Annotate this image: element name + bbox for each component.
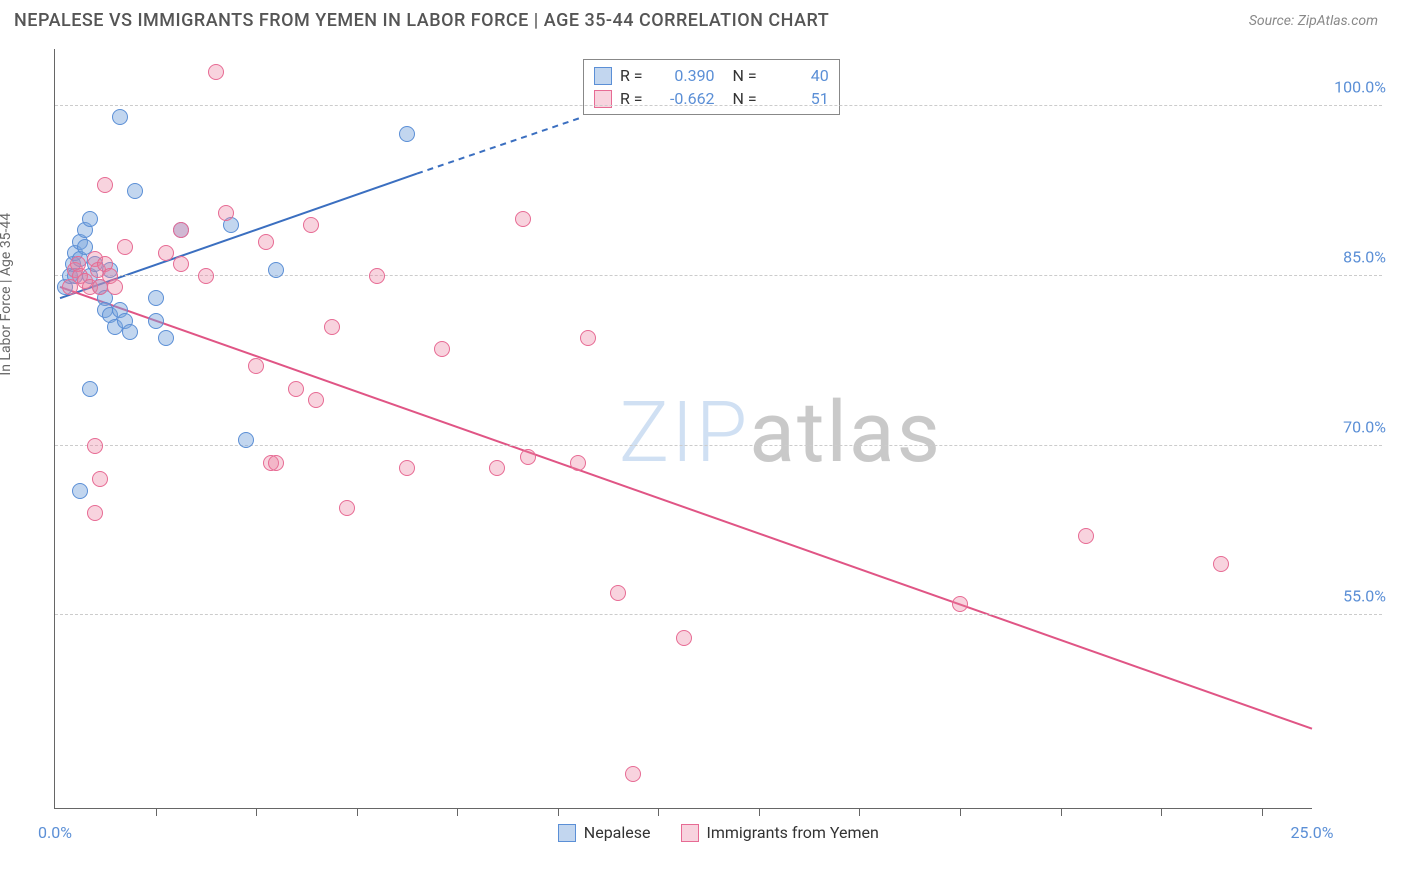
- x-tick: [256, 808, 257, 816]
- data-point: [148, 313, 164, 329]
- chart-header: NEPALESE VS IMMIGRANTS FROM YEMEN IN LAB…: [0, 0, 1406, 39]
- data-point: [288, 381, 304, 397]
- data-point: [580, 330, 596, 346]
- data-point: [87, 505, 103, 521]
- n-label: N =: [733, 66, 757, 85]
- x-tick-label: 0.0%: [38, 823, 72, 842]
- chart-container: In Labor Force | Age 35-44 ZIPatlas R = …: [14, 39, 1392, 859]
- legend-label-pink: Immigrants from Yemen: [707, 823, 879, 842]
- data-point: [308, 392, 324, 408]
- x-tick: [558, 808, 559, 816]
- r-value-blue: 0.390: [651, 66, 715, 85]
- x-tick: [1262, 808, 1263, 816]
- data-point: [248, 358, 264, 374]
- swatch-pink-icon: [681, 824, 699, 842]
- data-point: [676, 630, 692, 646]
- data-point: [1213, 556, 1229, 572]
- data-point: [1078, 528, 1094, 544]
- stats-row-blue: R = 0.390 N = 40: [594, 64, 829, 87]
- x-tick: [357, 808, 358, 816]
- stats-row-pink: R = -0.662 N = 51: [594, 87, 829, 110]
- data-point: [198, 268, 214, 284]
- data-point: [158, 245, 174, 261]
- stats-legend: R = 0.390 N = 40 R = -0.662 N = 51: [583, 59, 840, 115]
- data-point: [515, 211, 531, 227]
- y-tick-label: 55.0%: [1316, 587, 1386, 606]
- trend-line: [60, 287, 1312, 729]
- data-point: [520, 449, 536, 465]
- data-point: [72, 483, 88, 499]
- data-point: [173, 256, 189, 272]
- legend-item-blue: Nepalese: [558, 823, 651, 842]
- plot-area: ZIPatlas R = 0.390 N = 40 R = -0.662 N =…: [54, 49, 1312, 809]
- data-point: [148, 290, 164, 306]
- data-point: [489, 460, 505, 476]
- data-point: [399, 126, 415, 142]
- data-point: [218, 205, 234, 221]
- data-point: [238, 432, 254, 448]
- data-point: [303, 217, 319, 233]
- data-point: [268, 455, 284, 471]
- data-point: [122, 324, 138, 340]
- y-tick-label: 70.0%: [1316, 417, 1386, 436]
- x-tick: [658, 808, 659, 816]
- data-point: [208, 64, 224, 80]
- x-tick: [156, 808, 157, 816]
- data-point: [339, 500, 355, 516]
- y-axis-label: In Labor Force | Age 35-44: [0, 213, 14, 376]
- swatch-blue-icon: [594, 67, 612, 85]
- chart-title: NEPALESE VS IMMIGRANTS FROM YEMEN IN LAB…: [14, 10, 829, 31]
- data-point: [268, 262, 284, 278]
- data-point: [258, 234, 274, 250]
- data-point: [324, 319, 340, 335]
- data-point: [610, 585, 626, 601]
- x-tick: [960, 808, 961, 816]
- swatch-blue-icon: [558, 824, 576, 842]
- r-label: R =: [620, 66, 643, 85]
- data-point: [112, 109, 128, 125]
- data-point: [369, 268, 385, 284]
- trend-lines-layer: [55, 49, 1312, 808]
- x-tick: [1061, 808, 1062, 816]
- legend-item-pink: Immigrants from Yemen: [681, 823, 879, 842]
- data-point: [570, 455, 586, 471]
- data-point: [117, 239, 133, 255]
- data-point: [158, 330, 174, 346]
- data-point: [952, 596, 968, 612]
- data-point: [87, 438, 103, 454]
- trend-line-dashed: [417, 117, 583, 174]
- data-point: [97, 177, 113, 193]
- data-point: [173, 222, 189, 238]
- gridline: [55, 445, 1382, 446]
- data-point: [399, 460, 415, 476]
- y-tick-label: 100.0%: [1316, 77, 1386, 96]
- gridline: [55, 105, 1382, 106]
- data-point: [82, 211, 98, 227]
- gridline: [55, 275, 1382, 276]
- n-value-blue: 40: [765, 66, 829, 85]
- y-tick-label: 85.0%: [1316, 247, 1386, 266]
- data-point: [434, 341, 450, 357]
- legend-label-blue: Nepalese: [584, 823, 651, 842]
- data-point: [127, 183, 143, 199]
- x-tick: [1161, 808, 1162, 816]
- x-tick: [457, 808, 458, 816]
- source-attribution: Source: ZipAtlas.com: [1249, 13, 1378, 29]
- x-tick: [759, 808, 760, 816]
- data-point: [107, 279, 123, 295]
- data-point: [82, 381, 98, 397]
- data-point: [92, 471, 108, 487]
- x-tick: [859, 808, 860, 816]
- series-legend: Nepalese Immigrants from Yemen: [558, 823, 879, 842]
- data-point: [625, 766, 641, 782]
- x-tick-label: 25.0%: [1291, 823, 1334, 842]
- gridline: [55, 614, 1382, 615]
